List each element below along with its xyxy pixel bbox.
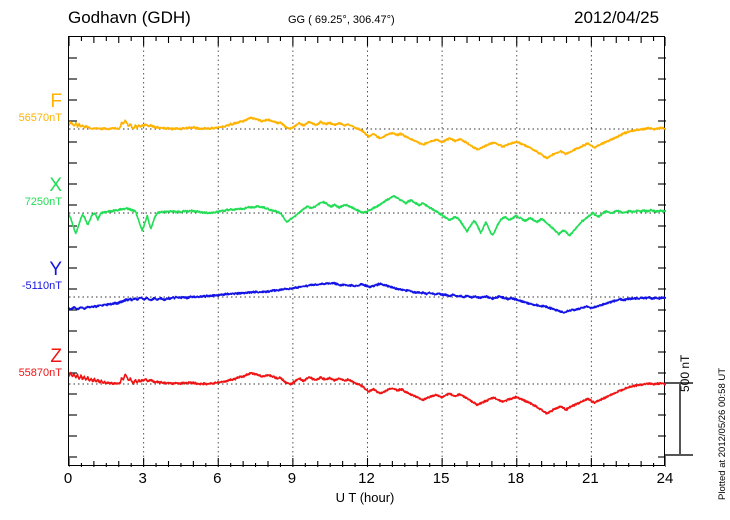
x-axis-title: U T (hour) [335, 490, 395, 505]
trace-y [69, 281, 666, 314]
x-tick-label-12: 12 [358, 470, 375, 487]
x-tick-label-6: 6 [213, 470, 222, 487]
station-title: Godhavn (GDH) [68, 8, 191, 27]
scale-bar-top-cap [665, 382, 693, 384]
x-tick-label-21: 21 [582, 470, 599, 487]
x-tick-label-0: 0 [63, 470, 73, 487]
legend-symbol-x: X [49, 175, 62, 196]
trace-z [69, 371, 666, 415]
geographic-coordinates: GG ( 69.25°, 306.47°) [288, 14, 395, 26]
magnetogram-plot-area [68, 36, 666, 467]
x-tick-label-24: 24 [656, 470, 674, 487]
legend-symbol-z: Z [50, 346, 62, 367]
scale-bar-label: 500 nT [678, 354, 692, 392]
legend-baseline-y: -5110nT [21, 279, 62, 292]
x-tick-label-18: 18 [507, 470, 525, 487]
grid-lines [69, 37, 666, 467]
plotted-at-timestamp: Plotted at 2012/05/26 00:58 UT [717, 367, 728, 500]
magnetogram-traces [69, 37, 666, 467]
scale-bar [679, 383, 681, 455]
observation-date: 2012/04/25 [574, 8, 660, 27]
legend-baseline-z: 55870nT [18, 366, 62, 379]
legend-baseline-f: 56570nT [18, 111, 62, 124]
x-tick-label-3: 3 [138, 470, 147, 487]
legend-symbol-y: Y [49, 259, 62, 280]
trace-f [69, 116, 666, 160]
legend-symbol-f: F [50, 91, 62, 112]
legend-x: X 7250nT [0, 176, 62, 209]
scale-bar-bottom-cap [665, 454, 693, 456]
legend-f: F 56570nT [0, 92, 62, 125]
x-tick-label-9: 9 [287, 470, 297, 487]
legend-y: Y -5110nT [0, 260, 62, 293]
axis-ticks [69, 37, 666, 467]
legend-z: Z 55870nT [0, 347, 62, 380]
legend-baseline-x: 7250nT [24, 195, 62, 208]
x-tick-label-15: 15 [432, 470, 450, 487]
trace-x [69, 194, 666, 237]
